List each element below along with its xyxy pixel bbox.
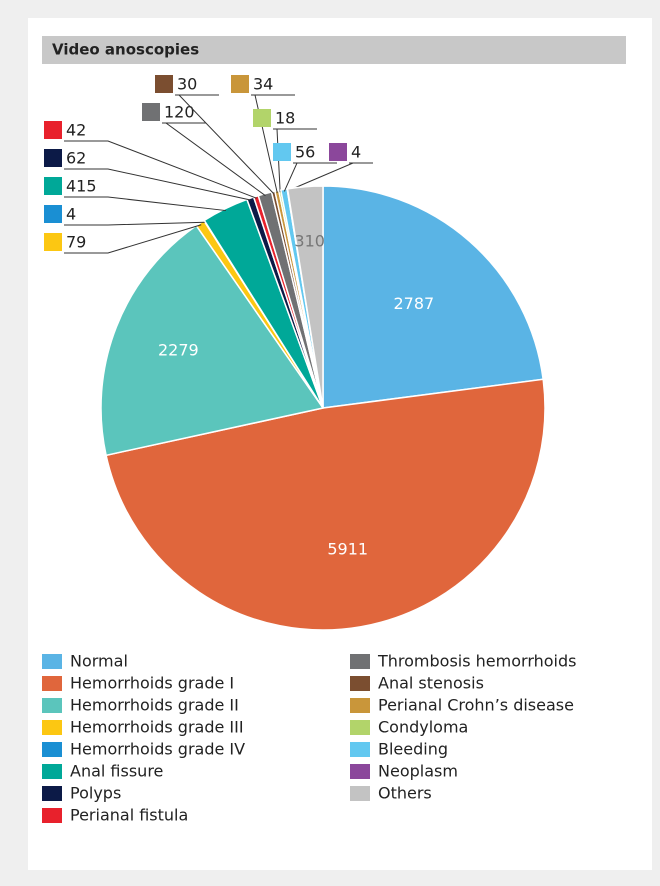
legend-swatch <box>350 764 370 779</box>
data-label: 415 <box>66 177 97 196</box>
label-swatch <box>329 143 347 161</box>
label-swatch <box>44 121 62 139</box>
legend-swatch <box>350 786 370 801</box>
pie-slice <box>286 185 324 409</box>
label-swatch <box>44 177 62 195</box>
data-label: 56 <box>295 143 315 162</box>
legend-label: Others <box>378 784 432 803</box>
label-swatch <box>44 149 62 167</box>
legend-swatch <box>42 720 62 735</box>
title-bar <box>42 36 626 64</box>
legend-label: Hemorrhoids grade II <box>70 696 239 715</box>
data-label: 42 <box>66 121 86 140</box>
label-swatch <box>273 143 291 161</box>
legend-swatch <box>350 676 370 691</box>
data-label: 120 <box>164 103 195 122</box>
legend-label: Normal <box>70 652 128 671</box>
legend-swatch <box>42 808 62 823</box>
leader-line <box>64 224 202 254</box>
leader-line <box>175 94 275 194</box>
pie-slice <box>322 185 544 409</box>
leader-line <box>287 162 373 192</box>
legend-swatch <box>350 698 370 713</box>
legend-swatch <box>350 654 370 669</box>
data-label: 310 <box>294 232 325 251</box>
legend-label: Thrombosis hemorrhoids <box>377 652 576 671</box>
leader-line <box>64 196 227 212</box>
chart-title: Video anoscopies <box>52 41 199 59</box>
label-swatch <box>44 205 62 223</box>
legend-label: Polyps <box>70 784 121 803</box>
data-label: 2279 <box>158 341 199 360</box>
data-label: 5911 <box>327 540 368 559</box>
label-swatch <box>44 233 62 251</box>
leader-line <box>64 140 257 199</box>
data-label: 62 <box>66 149 86 168</box>
label-swatch <box>142 103 160 121</box>
pie-slice <box>100 224 325 457</box>
legend-label: Hemorrhoids grade III <box>70 718 244 737</box>
leader-line <box>64 221 206 226</box>
legend-label: Perianal fistula <box>70 806 188 825</box>
legend-swatch <box>350 720 370 735</box>
legend-swatch <box>42 786 62 801</box>
legend-label: Condyloma <box>378 718 468 737</box>
legend-label: Neoplasm <box>378 762 458 781</box>
leader-line <box>162 122 266 197</box>
data-label: 2787 <box>393 294 434 313</box>
legend-swatch <box>42 698 62 713</box>
legend-label: Hemorrhoids grade IV <box>70 740 245 759</box>
label-swatch <box>231 75 249 93</box>
leader-line <box>283 162 337 192</box>
legend-label: Anal stenosis <box>378 674 484 693</box>
legend-label: Bleeding <box>378 740 448 759</box>
data-label: 79 <box>66 233 86 252</box>
label-swatch <box>253 109 271 127</box>
legend-swatch <box>42 742 62 757</box>
legend-label: Anal fissure <box>70 762 163 781</box>
data-label: 18 <box>275 109 295 128</box>
data-label: 4 <box>351 143 361 162</box>
data-label: 30 <box>177 75 197 94</box>
legend-swatch <box>42 764 62 779</box>
data-label: 4 <box>66 205 76 224</box>
leader-line <box>64 168 252 201</box>
legend-label: Perianal Crohn’s disease <box>378 696 574 715</box>
leader-line <box>251 94 295 193</box>
data-label: 34 <box>253 75 273 94</box>
legend-label: Hemorrhoids grade I <box>70 674 234 693</box>
legend-swatch <box>42 676 62 691</box>
label-swatch <box>155 75 173 93</box>
pie-slice <box>105 378 546 631</box>
legend-swatch <box>42 654 62 669</box>
legend-swatch <box>350 742 370 757</box>
